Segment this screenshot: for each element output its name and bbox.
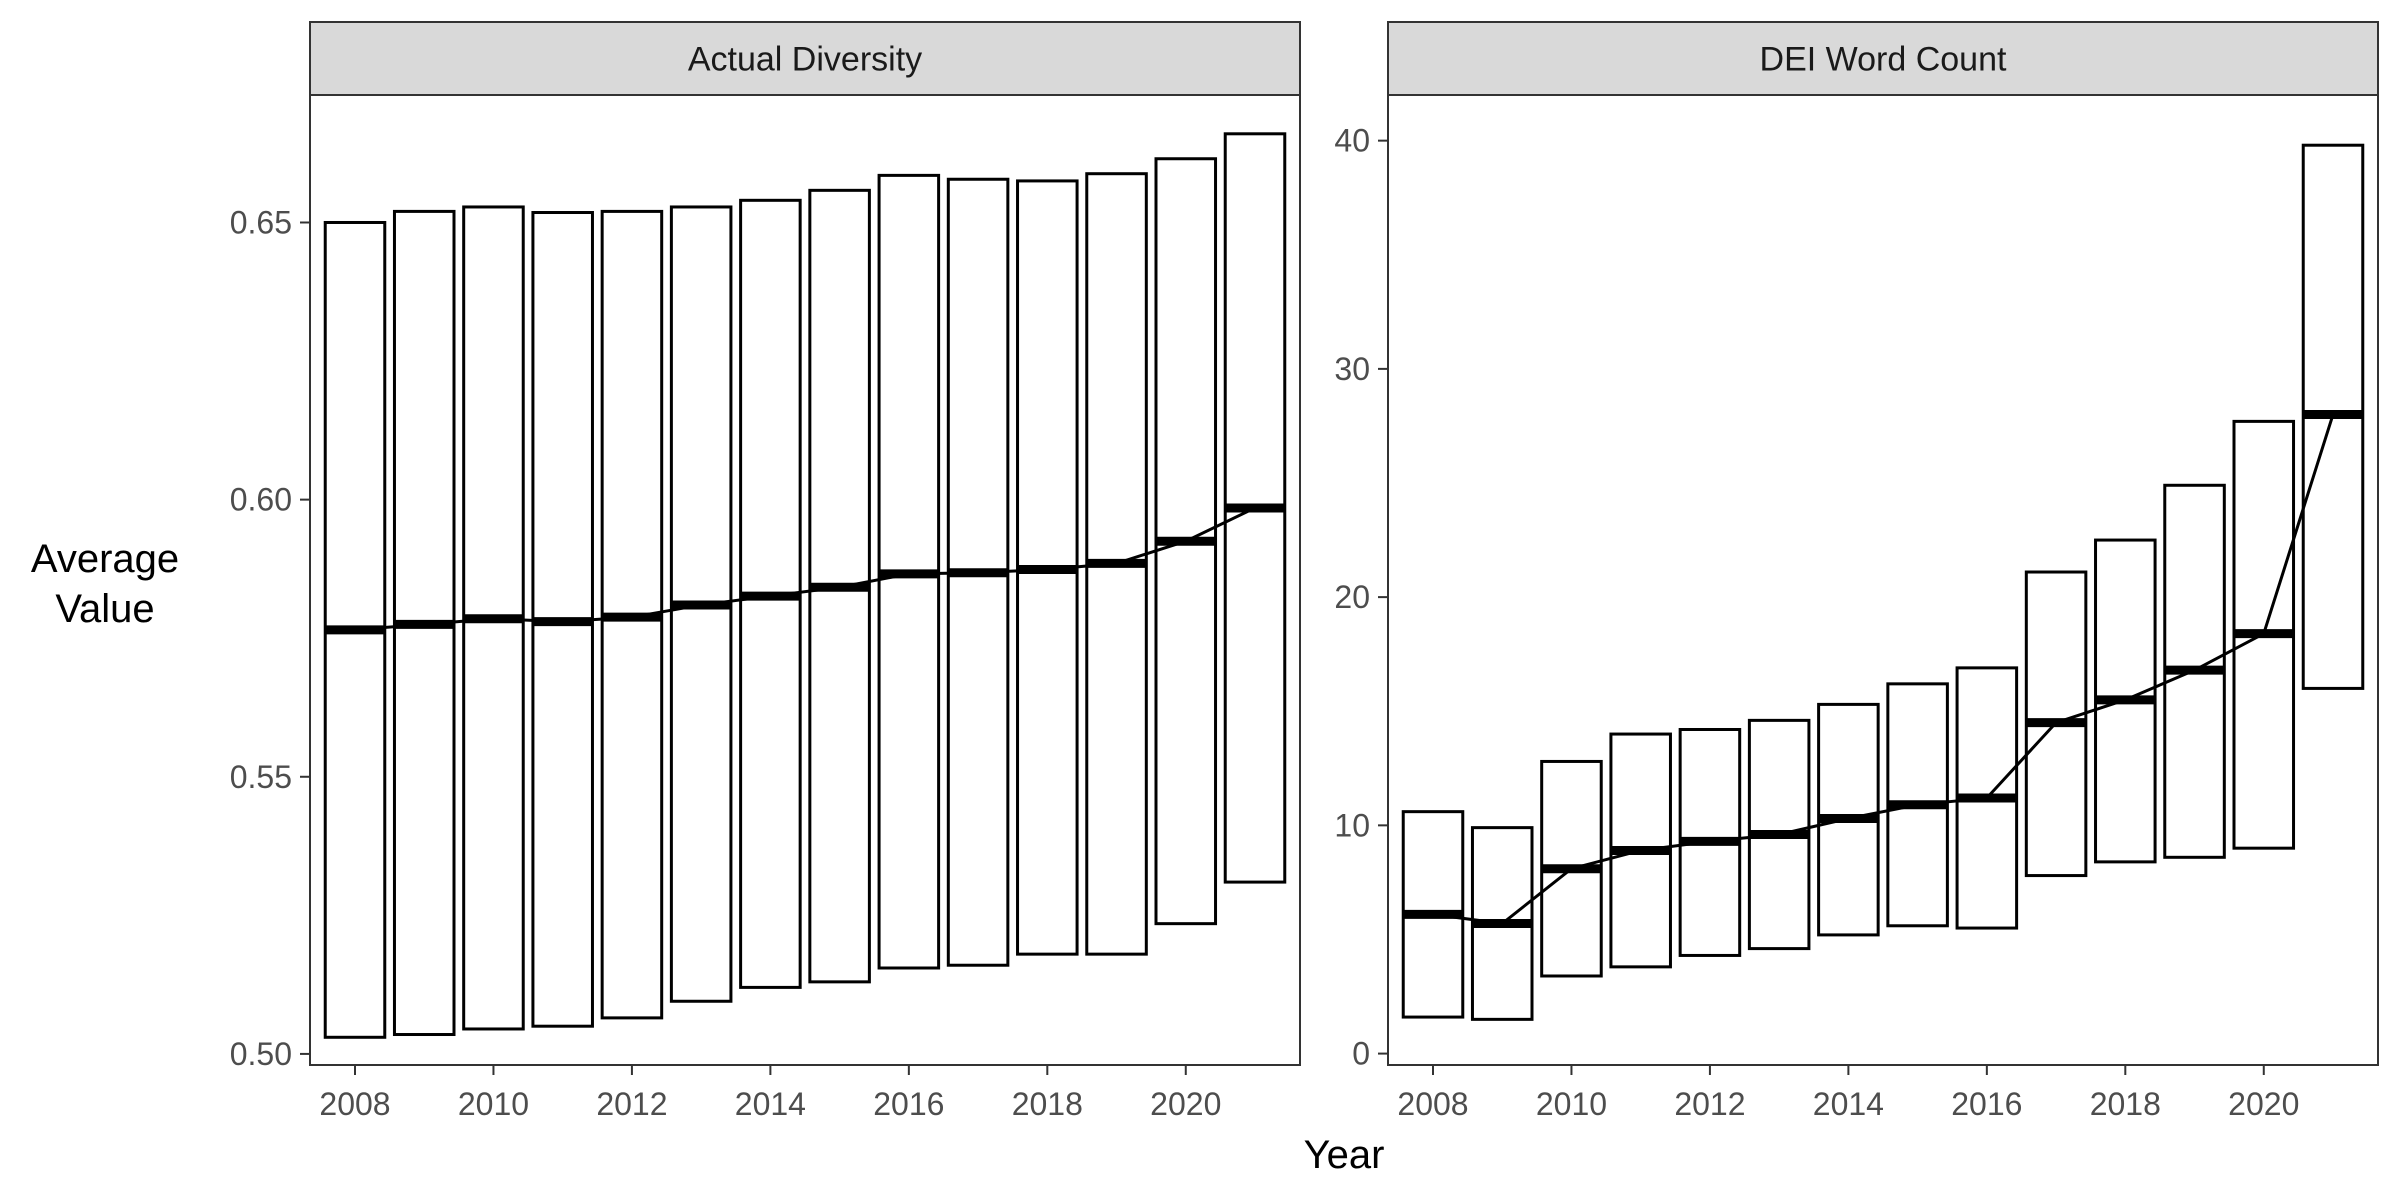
x-tick-label: 2014 bbox=[735, 1086, 806, 1122]
panel-border bbox=[1387, 94, 2379, 1066]
y-tick-label: 0.60 bbox=[230, 482, 292, 518]
x-tick-label: 2018 bbox=[1012, 1086, 1083, 1122]
y-axis-title-line: Average bbox=[31, 537, 179, 581]
panel-title: Actual Diversity bbox=[688, 41, 922, 79]
x-tick-label: 2012 bbox=[596, 1086, 667, 1122]
x-tick-label: 2012 bbox=[1674, 1086, 1745, 1122]
y-axis-title: Average Value bbox=[31, 537, 179, 631]
y-tick-label: 0 bbox=[1352, 1036, 1370, 1072]
x-tick-label: 2016 bbox=[873, 1086, 944, 1122]
y-tick-label: 0.50 bbox=[230, 1036, 292, 1072]
panel-title: DEI Word Count bbox=[1760, 41, 2007, 79]
x-tick-label: 2018 bbox=[2090, 1086, 2161, 1122]
x-tick-label: 2020 bbox=[1150, 1086, 1221, 1122]
x-tick-label: 2010 bbox=[1536, 1086, 1607, 1122]
panel-strip bbox=[309, 21, 1301, 96]
x-tick-label: 2014 bbox=[1813, 1086, 1884, 1122]
y-tick-label: 0.55 bbox=[230, 759, 292, 795]
y-tick-label: 40 bbox=[1334, 123, 1370, 159]
panel-border bbox=[309, 94, 1301, 1066]
y-tick-label: 10 bbox=[1334, 807, 1370, 843]
panel-2: DEI Word Count 0 10 20 30 40 2008 2010 2012 2014 2… bbox=[1334, 21, 2379, 1122]
x-tick-label: 2016 bbox=[1951, 1086, 2022, 1122]
panel-1: Actual Diversity 0.50 0.55 0.60 0.65 2008 2010… bbox=[230, 21, 1301, 1122]
y-tick-label: 20 bbox=[1334, 579, 1370, 615]
x-tick-label: 2008 bbox=[1397, 1086, 1468, 1122]
x-tick-label: 2020 bbox=[2228, 1086, 2299, 1122]
x-tick-label: 2008 bbox=[319, 1086, 390, 1122]
x-tick-label: 2010 bbox=[458, 1086, 529, 1122]
y-tick-label: 30 bbox=[1334, 351, 1370, 387]
y-axis-title-line: Value bbox=[55, 587, 154, 631]
panel-strip bbox=[1387, 21, 2379, 96]
y-tick-label: 0.65 bbox=[230, 204, 292, 240]
x-axis-title: Year bbox=[1304, 1133, 1385, 1177]
